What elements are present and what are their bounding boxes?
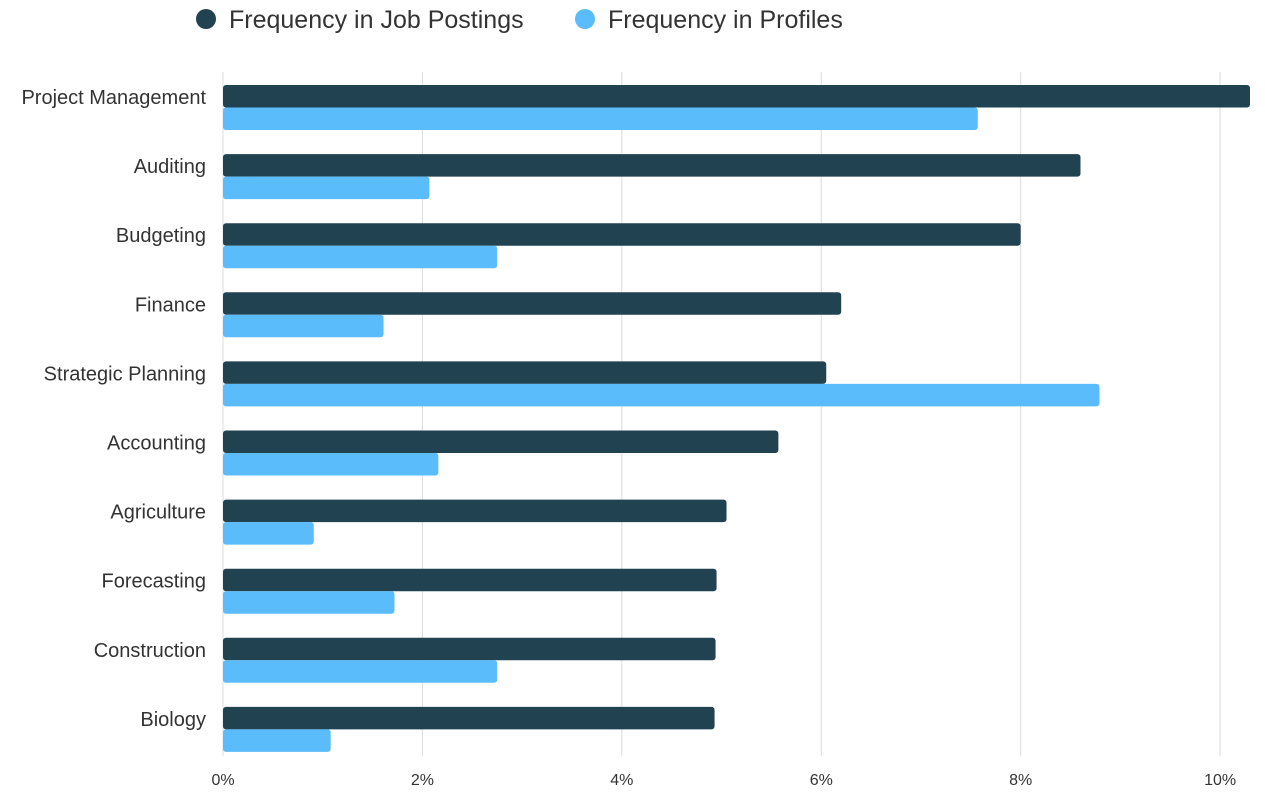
category-label-project-management: Project Management (21, 87, 206, 109)
legend-marker-frequency-in-job-postings (196, 9, 216, 29)
category-label-finance: Finance (135, 294, 206, 316)
bar-budgeting-frequency-in-profiles (223, 245, 498, 269)
bars (223, 85, 1250, 752)
category-label-budgeting: Budgeting (116, 225, 206, 247)
x-tick-label-8: 8% (1009, 772, 1032, 789)
bar-project-management-frequency-in-job-postings (223, 85, 1250, 108)
bar-biology-frequency-in-job-postings (223, 706, 715, 730)
bar-finance-frequency-in-job-postings (223, 292, 842, 315)
x-axis-ticks: 0% 2% 4% 6% 8% 10% (211, 772, 1236, 789)
bar-auditing-frequency-in-job-postings (223, 154, 1081, 177)
bar-biology-frequency-in-profiles (223, 729, 331, 752)
category-label-agriculture: Agriculture (110, 502, 206, 524)
legend-label-frequency-in-profiles: Frequency in Profiles (608, 6, 843, 34)
bar-strategic-planning-frequency-in-job-postings (223, 361, 827, 384)
x-tick-label-10: 10% (1204, 772, 1236, 789)
bar-budgeting-frequency-in-job-postings (223, 223, 1021, 246)
category-label-construction: Construction (94, 640, 206, 662)
bar-construction-frequency-in-profiles (223, 660, 498, 683)
legend-marker-frequency-in-profiles (575, 9, 595, 29)
bar-accounting-frequency-in-profiles (223, 453, 439, 476)
bar-forecasting-frequency-in-job-postings (223, 568, 717, 592)
bar-auditing-frequency-in-profiles (223, 176, 430, 200)
bar-project-management-frequency-in-profiles (223, 107, 978, 130)
category-labels: Project Management Auditing Budgeting Finan… (21, 87, 206, 731)
bar-construction-frequency-in-job-postings (223, 637, 716, 661)
x-tick-label-2: 2% (411, 772, 434, 789)
x-tick-label-0: 0% (211, 772, 234, 789)
legend-label-frequency-in-job-postings: Frequency in Job Postings (229, 6, 524, 34)
category-label-accounting: Accounting (107, 433, 206, 455)
legend: Frequency in Job Postings Frequency in Pr… (196, 6, 843, 34)
x-tick-label-4: 4% (610, 772, 633, 789)
x-tick-label-6: 6% (810, 772, 833, 789)
category-label-biology: Biology (140, 709, 206, 731)
bar-agriculture-frequency-in-job-postings (223, 499, 727, 523)
bar-accounting-frequency-in-job-postings (223, 430, 779, 453)
bar-finance-frequency-in-profiles (223, 314, 384, 338)
category-label-auditing: Auditing (134, 156, 206, 178)
bar-forecasting-frequency-in-profiles (223, 591, 395, 614)
category-label-forecasting: Forecasting (102, 571, 207, 593)
category-label-strategic-planning: Strategic Planning (44, 363, 206, 385)
bar-agriculture-frequency-in-profiles (223, 522, 314, 545)
bar-strategic-planning-frequency-in-profiles (223, 383, 1100, 407)
